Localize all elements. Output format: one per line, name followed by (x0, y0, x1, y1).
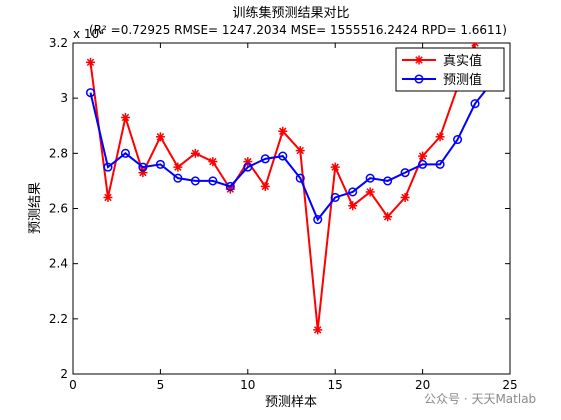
x-tick-label: 15 (328, 378, 343, 392)
star-marker-d2 (86, 58, 95, 67)
circle-marker (435, 159, 445, 169)
y-tick-label: 2.2 (49, 312, 68, 326)
x-tick-label: 5 (157, 378, 165, 392)
circle-marker (155, 159, 165, 169)
star-marker-d2 (383, 213, 392, 221)
x-tick-label: 10 (240, 378, 255, 392)
star-marker-d2 (489, 12, 495, 18)
circle-marker (418, 159, 428, 169)
star-marker-d1 (489, 12, 495, 18)
y-axis-label: 预测结果 (28, 182, 43, 234)
star-marker-d2 (366, 188, 374, 196)
y-tick-label: 3 (60, 91, 68, 105)
circle-marker (138, 162, 148, 172)
watermark: 公众号 · 天天Matlab (424, 392, 536, 406)
circle-marker (330, 192, 340, 203)
star-marker-d2 (226, 185, 235, 193)
star-marker-d2 (191, 149, 200, 158)
x-tick-label: 20 (415, 378, 430, 392)
series-actual (85, 12, 495, 335)
star-marker-d2 (471, 43, 477, 47)
y-exponent-label: x 10⁴ (73, 27, 104, 41)
circle-marker (85, 88, 96, 98)
y-tick-label: 3.2 (49, 36, 68, 50)
y-tick-label: 2.6 (49, 202, 68, 216)
x-tick-label: 0 (69, 378, 77, 392)
star-marker-d2 (348, 202, 357, 210)
series-predicted (85, 77, 498, 225)
circle-marker (173, 173, 183, 183)
y-tick-label: 2.8 (49, 146, 68, 160)
circle-marker (365, 173, 375, 183)
star-marker-d2 (156, 133, 165, 141)
y-axis: 2 2.2 2.4 2.6 2.8 3 3.2 (49, 36, 510, 381)
circle-marker (400, 168, 410, 178)
x-axis: 0 5 10 15 20 25 (69, 43, 518, 392)
y-tick-label: 2 (60, 367, 68, 381)
star-marker-d1 (473, 43, 479, 47)
star-marker-d2 (209, 157, 217, 166)
circle-marker (383, 176, 393, 186)
series-line (89, 80, 494, 222)
star-marker-d2 (174, 163, 182, 171)
circle-marker (295, 173, 305, 183)
circle-marker (414, 74, 424, 84)
circle-marker (208, 176, 218, 186)
plot-frame (72, 42, 511, 375)
circle-marker (313, 214, 323, 225)
legend-label: 真实值 (443, 53, 482, 69)
star-marker-d2 (418, 152, 427, 160)
legend-label: 预测值 (443, 72, 482, 88)
plot-area (72, 42, 511, 375)
x-tick-label: 25 (502, 378, 517, 392)
circle-marker (225, 181, 235, 191)
x-axis-label: 预测样本 (265, 395, 317, 410)
circle-marker (120, 148, 130, 158)
circle-marker (260, 154, 270, 164)
star-marker-d2 (436, 133, 444, 141)
star-marker-d2 (121, 113, 130, 122)
circle-marker (470, 99, 480, 109)
circle-marker (278, 151, 288, 161)
circle-marker (348, 187, 358, 197)
circle-marker (190, 176, 200, 186)
legend-box (395, 47, 505, 92)
star-marker-d2 (331, 163, 339, 171)
star-marker-d2 (104, 193, 112, 202)
star-marker-d2 (313, 326, 322, 334)
circle-marker (453, 134, 463, 145)
y-tick-label: 2.4 (49, 257, 68, 271)
star-marker-d2 (296, 146, 304, 155)
circle-marker (243, 162, 253, 172)
star-marker-d2 (261, 182, 270, 191)
chart-title: 训练集预测结果对比 (232, 5, 349, 21)
series-layer (85, 12, 498, 335)
star-marker-d2 (279, 127, 287, 135)
star-marker-d2 (415, 56, 423, 64)
chart-subtitle: (R² =0.72925 RMSE= 1247.2034 MSE= 155551… (89, 23, 507, 37)
star-marker-d2 (401, 193, 409, 202)
circle-marker (103, 162, 113, 172)
